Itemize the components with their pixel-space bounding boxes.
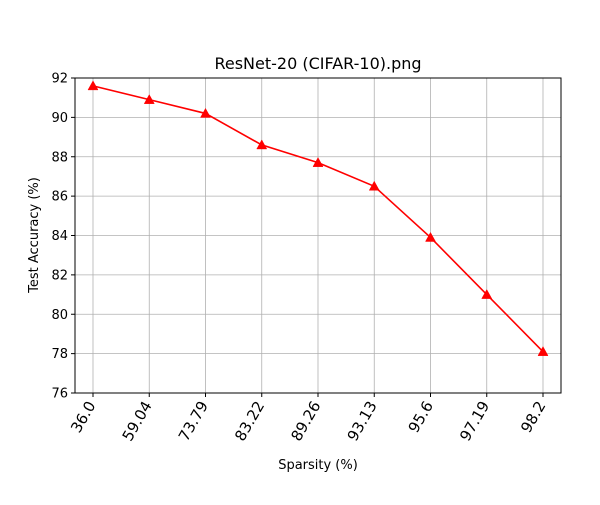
y-tick-label: 90: [51, 111, 68, 126]
x-axis-label: Sparsity (%): [278, 458, 358, 473]
grid-lines: [75, 77, 561, 394]
x-tick-label: 83.22: [231, 398, 268, 444]
x-axis-ticks: 36.0 59.04 73.79 83.22 89.26 93.13 95.6 97.19 98…: [67, 393, 549, 444]
y-tick-label: 88: [51, 150, 68, 165]
y-axis-label: Test Accuracy (%): [27, 177, 42, 294]
data-point-marker: [425, 231, 436, 242]
x-tick-label: 89.26: [287, 398, 324, 444]
data-point-marker: [312, 157, 324, 167]
data-point-marker: [87, 80, 99, 91]
data-point-marker: [368, 180, 380, 191]
x-tick-label: 93.13: [344, 398, 381, 444]
y-tick-label: 80: [51, 308, 68, 323]
x-tick-label: 36.0: [67, 398, 99, 436]
data-point-marker: [256, 139, 268, 150]
data-point-marker: [537, 346, 549, 356]
y-tick-label: 82: [51, 268, 68, 283]
y-tick-label: 78: [51, 347, 68, 362]
y-tick-label: 86: [51, 190, 68, 205]
chart-title: ResNet-20 (CIFAR-10).png: [214, 54, 421, 73]
x-tick-label: 95.6: [405, 398, 437, 436]
x-tick-label: 98.2: [517, 398, 549, 436]
y-tick-label: 92: [51, 72, 68, 87]
y-tick-label: 76: [51, 387, 68, 402]
y-axis-ticks: 76 78 80 82 84 86 88 90 92: [51, 72, 75, 402]
data-point-marker: [481, 289, 493, 299]
x-tick-label: 73.79: [175, 398, 212, 444]
data-point-marker: [200, 107, 211, 118]
data-point-marker: [143, 94, 155, 104]
x-tick-label: 97.19: [456, 398, 493, 444]
x-tick-label: 59.04: [119, 398, 156, 444]
y-tick-label: 84: [51, 229, 68, 244]
series-layer: [87, 80, 549, 356]
